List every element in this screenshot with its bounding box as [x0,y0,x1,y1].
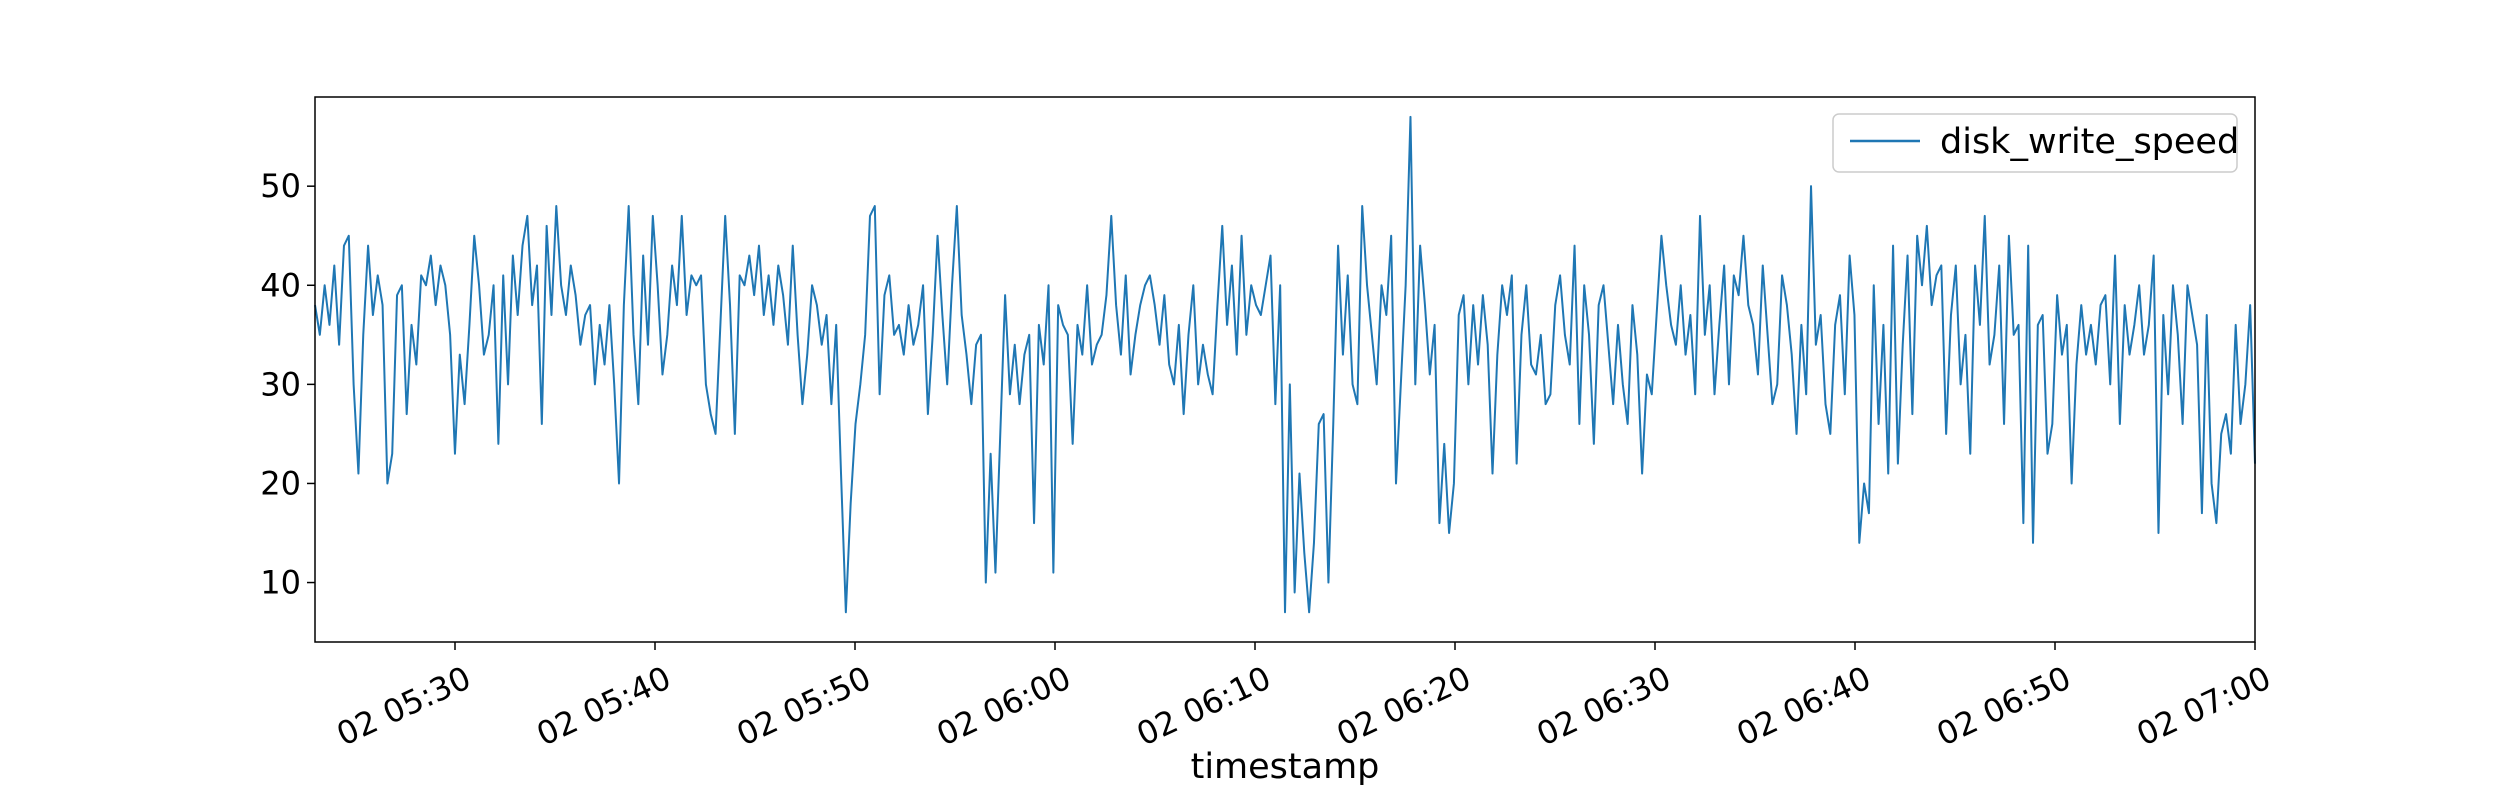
x-tick-label: 02 06:50 [1931,659,2077,754]
legend: disk_write_speed [1832,113,2239,173]
y-tick-label: 50 [260,167,301,205]
x-tick-label: 02 06:10 [1131,659,1277,754]
y-axis: 10 20 30 40 50 [260,167,315,602]
x-axis-title: timestamp [1191,747,1380,787]
x-tick-label: 02 06:40 [1731,659,1877,754]
y-tick-label: 20 [260,464,301,502]
legend-frame [1832,113,2238,173]
x-tick-label: 02 05:40 [531,659,677,754]
series-line-disk-write-speed [314,115,2256,614]
x-tick-label: 02 06:00 [931,659,1077,754]
plot-area-frame [314,96,2256,643]
y-tick-label: 30 [260,365,301,403]
y-tick-label: 40 [260,266,301,304]
x-tick-label: 02 05:50 [731,659,877,754]
x-tick-label: 02 07:00 [2131,659,2277,754]
y-tick-label: 10 [260,564,301,602]
x-axis: 02 05:30 02 05:40 02 05:50 02 06:00 02 06:10… [331,642,2277,753]
series-layer [314,115,2256,614]
x-tick-label: 02 06:30 [1531,659,1677,754]
legend-label-disk-write-speed: disk_write_speed [1940,122,2239,162]
x-tick-label: 02 06:20 [1331,659,1477,754]
x-tick-label: 02 05:30 [331,659,477,754]
